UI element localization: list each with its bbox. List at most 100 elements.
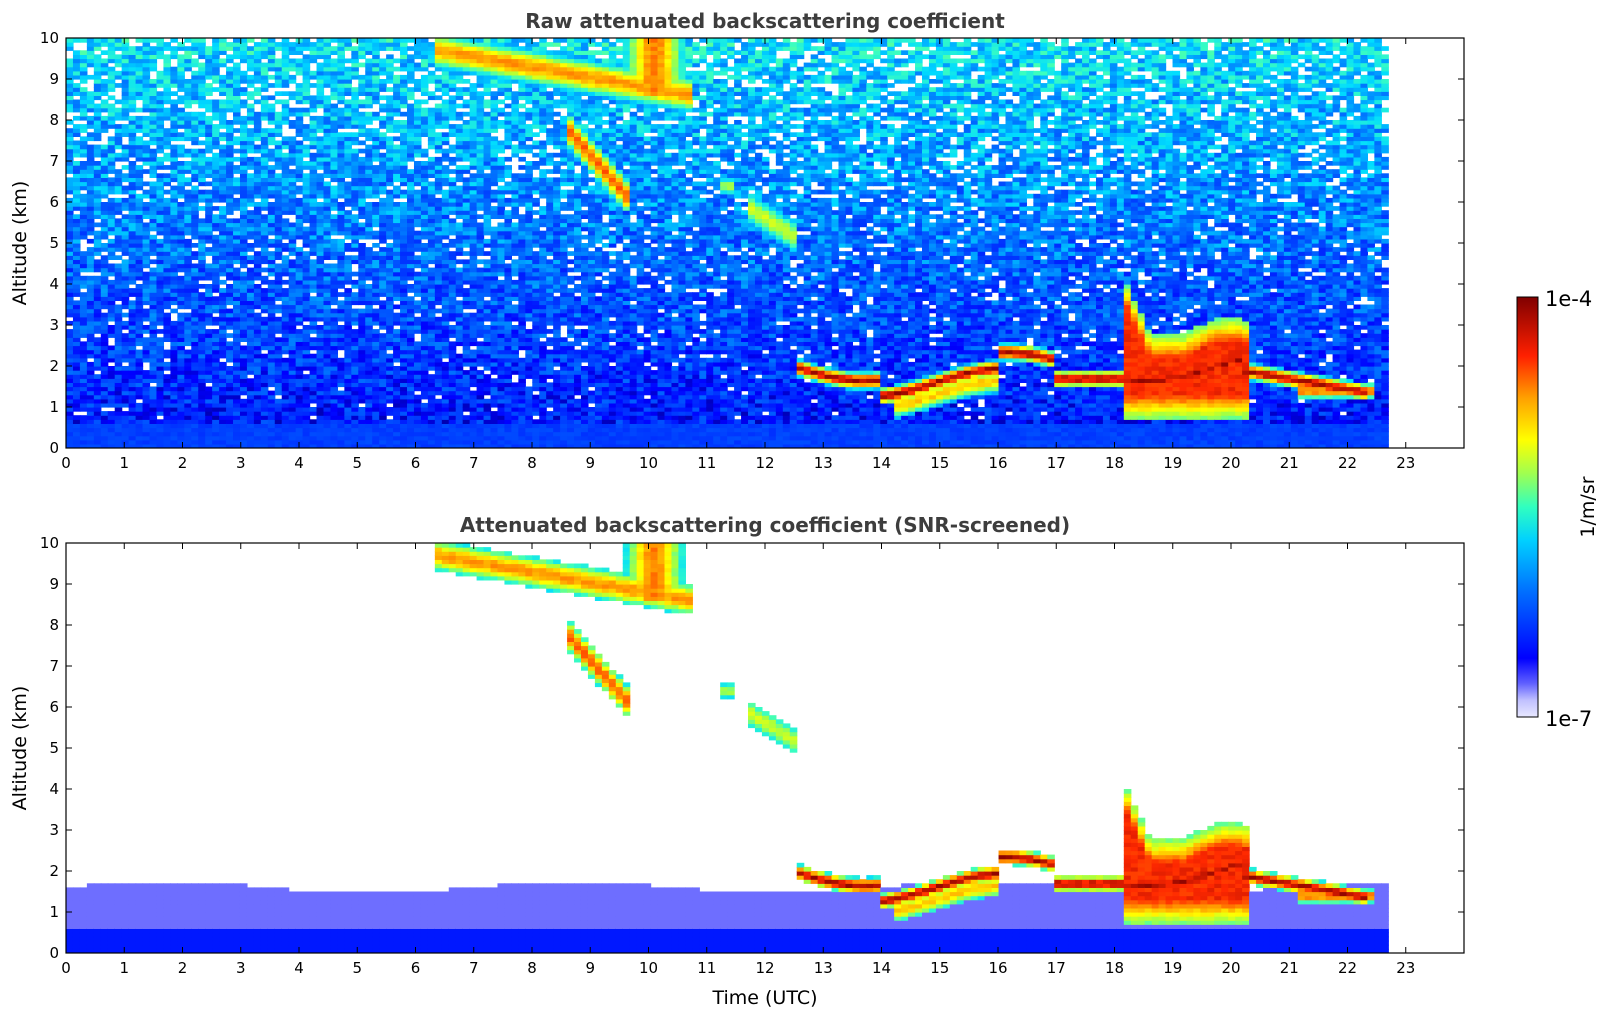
heatmap-cell — [115, 366, 123, 371]
heatmap-cell — [247, 75, 255, 80]
heatmap-cell — [66, 259, 74, 264]
heatmap-cell — [177, 403, 185, 408]
heatmap-cell — [115, 317, 123, 322]
heatmap-cell — [205, 272, 213, 277]
heatmap-cell — [324, 317, 332, 322]
heatmap-cell — [296, 177, 304, 182]
heatmap-cell — [66, 428, 74, 433]
heatmap-cell — [205, 391, 213, 396]
heatmap-cell — [198, 104, 206, 109]
heatmap-cell — [108, 313, 116, 318]
heatmap-cell — [87, 247, 95, 252]
heatmap-cell — [198, 264, 206, 269]
heatmap-cell — [184, 411, 192, 416]
heatmap-cell — [219, 305, 227, 310]
heatmap-cell — [254, 325, 262, 330]
heatmap-cell — [324, 132, 332, 137]
heatmap-cell — [80, 276, 88, 281]
heatmap-cell — [317, 54, 325, 59]
heatmap-cell — [275, 317, 283, 322]
heatmap-cell — [289, 223, 297, 228]
heatmap-cell — [115, 116, 123, 121]
heatmap-cell — [226, 161, 234, 166]
heatmap-cell — [233, 83, 241, 88]
heatmap-cell — [330, 292, 338, 297]
heatmap-cell — [122, 186, 130, 191]
heatmap-cell — [296, 296, 304, 301]
heatmap-cell — [129, 218, 137, 223]
heatmap-cell — [136, 341, 144, 346]
heatmap-cell — [261, 243, 269, 248]
heatmap-cell — [282, 391, 290, 396]
heatmap-cell — [87, 378, 95, 383]
heatmap-cell — [129, 423, 137, 428]
heatmap-cell — [212, 218, 220, 223]
heatmap-cell — [150, 116, 158, 121]
heatmap-cell — [330, 50, 338, 55]
heatmap-cell — [296, 276, 304, 281]
heatmap-cell — [324, 120, 332, 125]
heatmap-cell — [205, 395, 213, 400]
heatmap-cell — [240, 132, 248, 137]
heatmap-cell — [198, 190, 206, 195]
heatmap-cell — [143, 149, 151, 154]
heatmap-cell — [282, 198, 290, 203]
heatmap-cell — [247, 157, 255, 162]
heatmap-cell — [282, 104, 290, 109]
heatmap-cell — [233, 190, 241, 195]
heatmap-cell — [73, 440, 81, 445]
heatmap-cell — [212, 128, 220, 133]
heatmap-cell — [150, 214, 158, 219]
heatmap-cell — [289, 411, 297, 416]
heatmap-cell — [184, 177, 192, 182]
heatmap-cell — [247, 341, 255, 346]
heatmap-cell — [282, 321, 290, 326]
heatmap-cell — [170, 346, 178, 351]
heatmap-cell — [122, 378, 130, 383]
heatmap-cell — [212, 350, 220, 355]
heatmap-cell — [212, 341, 220, 346]
heatmap-cell — [296, 83, 304, 88]
heatmap-cell — [289, 382, 297, 387]
heatmap-cell — [191, 157, 199, 162]
heatmap-cell — [66, 358, 74, 363]
heatmap-cell — [233, 243, 241, 248]
heatmap-cell — [296, 223, 304, 228]
heatmap-cell — [122, 436, 130, 441]
heatmap-cell — [87, 50, 95, 55]
heatmap-cell — [261, 432, 269, 437]
heatmap-cell — [317, 235, 325, 240]
heatmap-cell — [170, 136, 178, 141]
heatmap-cell — [184, 259, 192, 264]
heatmap-cell — [198, 91, 206, 96]
heatmap-cell — [226, 100, 234, 105]
heatmap-cell — [219, 378, 227, 383]
heatmap-cell — [73, 366, 81, 371]
heatmap-cell — [289, 124, 297, 129]
heatmap-cell — [150, 128, 158, 133]
heatmap-cell — [129, 95, 137, 100]
heatmap-cell — [150, 190, 158, 195]
heatmap-cell — [136, 284, 144, 289]
heatmap-cell — [254, 272, 262, 277]
heatmap-cell — [177, 239, 185, 244]
heatmap-cell — [240, 382, 248, 387]
heatmap-cell — [143, 108, 151, 113]
heatmap-cell — [177, 387, 185, 392]
heatmap-cell — [73, 309, 81, 314]
heatmap-cell — [73, 227, 81, 232]
heatmap-cell — [94, 235, 102, 240]
heatmap-cell — [254, 120, 262, 125]
heatmap-cell — [247, 79, 255, 84]
heatmap-cell — [240, 292, 248, 297]
heatmap-cell — [296, 362, 304, 367]
heatmap-cell — [296, 198, 304, 203]
heatmap-cell — [275, 423, 283, 428]
heatmap-cell — [226, 87, 234, 92]
heatmap-cell — [115, 403, 123, 408]
heatmap-cell — [122, 214, 130, 219]
heatmap-cell — [289, 374, 297, 379]
heatmap-area — [66, 38, 1464, 449]
heatmap-cell — [101, 38, 109, 43]
heatmap-cell — [212, 141, 220, 146]
